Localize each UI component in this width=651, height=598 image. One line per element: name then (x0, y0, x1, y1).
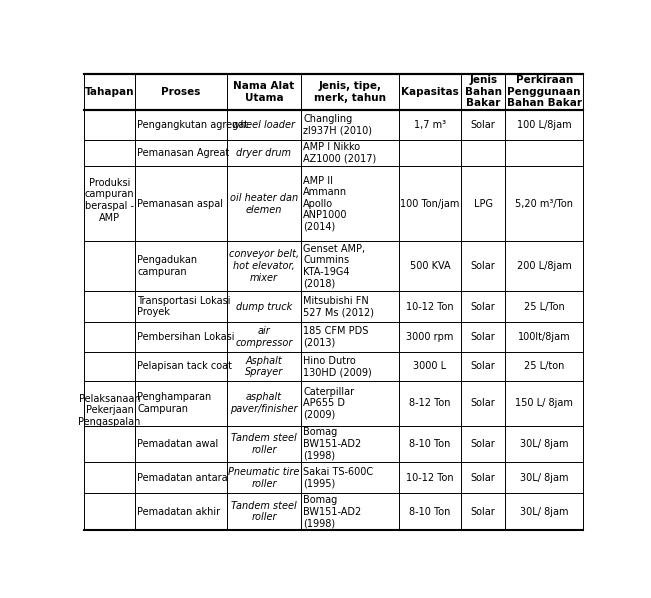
Text: 10-12 Ton: 10-12 Ton (406, 301, 454, 312)
Text: Hino Dutro
130HD (2009): Hino Dutro 130HD (2009) (303, 356, 372, 377)
Text: 30L/ 8jam: 30L/ 8jam (520, 439, 568, 449)
Text: Genset AMP,
Cummins
KTA-19G4
(2018): Genset AMP, Cummins KTA-19G4 (2018) (303, 243, 365, 288)
Text: 100lt/8jam: 100lt/8jam (518, 332, 570, 342)
Text: LPG: LPG (474, 199, 493, 209)
Text: 100 L/8jam: 100 L/8jam (517, 120, 572, 130)
Text: Tandem steel
roller: Tandem steel roller (231, 433, 297, 454)
Text: Produksi
campuran
beraspal -
AMP: Produksi campuran beraspal - AMP (85, 178, 134, 222)
Text: Pengadukan
campuran: Pengadukan campuran (137, 255, 197, 277)
Text: Solar: Solar (471, 439, 495, 449)
Text: Pemadatan akhir: Pemadatan akhir (137, 507, 220, 517)
Text: wheel loader: wheel loader (232, 120, 296, 130)
Text: 8-10 Ton: 8-10 Ton (409, 507, 450, 517)
Text: 30L/ 8jam: 30L/ 8jam (520, 507, 568, 517)
Text: Solar: Solar (471, 332, 495, 342)
Text: dump truck: dump truck (236, 301, 292, 312)
Text: Caterpillar
AP655 D
(2009): Caterpillar AP655 D (2009) (303, 387, 354, 420)
Text: dryer drum: dryer drum (236, 148, 292, 158)
Text: 10-12 Ton: 10-12 Ton (406, 473, 454, 483)
Text: Pelaksanaan
Pekerjaan
Pengaspalan: Pelaksanaan Pekerjaan Pengaspalan (78, 393, 141, 427)
Text: Solar: Solar (471, 361, 495, 371)
Text: Changling
zl937H (2010): Changling zl937H (2010) (303, 114, 372, 136)
Text: Solar: Solar (471, 398, 495, 408)
Text: Solar: Solar (471, 507, 495, 517)
Text: 100 Ton/jam: 100 Ton/jam (400, 199, 460, 209)
Text: Tandem steel
roller: Tandem steel roller (231, 501, 297, 523)
Text: AMP I Nikko
AZ1000 (2017): AMP I Nikko AZ1000 (2017) (303, 142, 376, 164)
Text: Pemadatan antara: Pemadatan antara (137, 473, 228, 483)
Text: conveyor belt,
hot elevator,
mixer: conveyor belt, hot elevator, mixer (229, 249, 299, 283)
Text: Transportasi Lokasi
Proyek: Transportasi Lokasi Proyek (137, 296, 230, 318)
Text: 3000 rpm: 3000 rpm (406, 332, 454, 342)
Text: Jenis
Bahan
Bakar: Jenis Bahan Bakar (465, 75, 502, 108)
Text: Sakai TS-600C
(1995): Sakai TS-600C (1995) (303, 467, 373, 489)
Text: AMP II
Ammann
Apollo
ANP1000
(2014): AMP II Ammann Apollo ANP1000 (2014) (303, 176, 348, 232)
Text: Solar: Solar (471, 120, 495, 130)
Text: 1,7 m³: 1,7 m³ (414, 120, 446, 130)
Text: 25 L/ton: 25 L/ton (524, 361, 564, 371)
Text: Bomag
BW151-AD2
(1998): Bomag BW151-AD2 (1998) (303, 495, 361, 528)
Text: Pneumatic tire
roller: Pneumatic tire roller (229, 467, 299, 489)
Text: 500 KVA: 500 KVA (409, 261, 450, 271)
Text: Jenis, tipe,
merk, tahun: Jenis, tipe, merk, tahun (314, 81, 386, 103)
Text: Penghamparan
Campuran: Penghamparan Campuran (137, 392, 212, 414)
Text: Perkiraan
Penggunaan
Bahan Bakar: Perkiraan Penggunaan Bahan Bakar (506, 75, 582, 108)
Text: Kapasitas: Kapasitas (401, 87, 459, 97)
Text: 185 CFM PDS
(2013): 185 CFM PDS (2013) (303, 326, 368, 348)
Text: Pemanasan aspal: Pemanasan aspal (137, 199, 223, 209)
Text: 5,20 m³/Ton: 5,20 m³/Ton (515, 199, 573, 209)
Text: 3000 L: 3000 L (413, 361, 447, 371)
Text: air
compressor: air compressor (235, 326, 293, 348)
Text: oil heater dan
elemen: oil heater dan elemen (230, 193, 298, 215)
Text: Pemadatan awal: Pemadatan awal (137, 439, 218, 449)
Text: 200 L/8jam: 200 L/8jam (517, 261, 572, 271)
Text: Pemanasan Agreat: Pemanasan Agreat (137, 148, 229, 158)
Text: Solar: Solar (471, 473, 495, 483)
Text: Nama Alat
Utama: Nama Alat Utama (233, 81, 294, 103)
Text: Pembersihan Lokasi: Pembersihan Lokasi (137, 332, 234, 342)
Text: 150 L/ 8jam: 150 L/ 8jam (515, 398, 573, 408)
Text: Tahapan: Tahapan (85, 87, 134, 97)
Text: Asphalt
Sprayer: Asphalt Sprayer (245, 356, 283, 377)
Text: Solar: Solar (471, 301, 495, 312)
Text: 8-10 Ton: 8-10 Ton (409, 439, 450, 449)
Text: 8-12 Ton: 8-12 Ton (409, 398, 450, 408)
Text: Pelapisan tack coat: Pelapisan tack coat (137, 361, 232, 371)
Text: Solar: Solar (471, 261, 495, 271)
Text: 25 L/Ton: 25 L/Ton (524, 301, 564, 312)
Text: Pengangkutan agregat: Pengangkutan agregat (137, 120, 248, 130)
Text: Bomag
BW151-AD2
(1998): Bomag BW151-AD2 (1998) (303, 427, 361, 460)
Text: 30L/ 8jam: 30L/ 8jam (520, 473, 568, 483)
Text: Mitsubishi FN
527 Ms (2012): Mitsubishi FN 527 Ms (2012) (303, 296, 374, 318)
Text: asphalt
paver/finisher: asphalt paver/finisher (230, 392, 298, 414)
Text: Proses: Proses (161, 87, 201, 97)
